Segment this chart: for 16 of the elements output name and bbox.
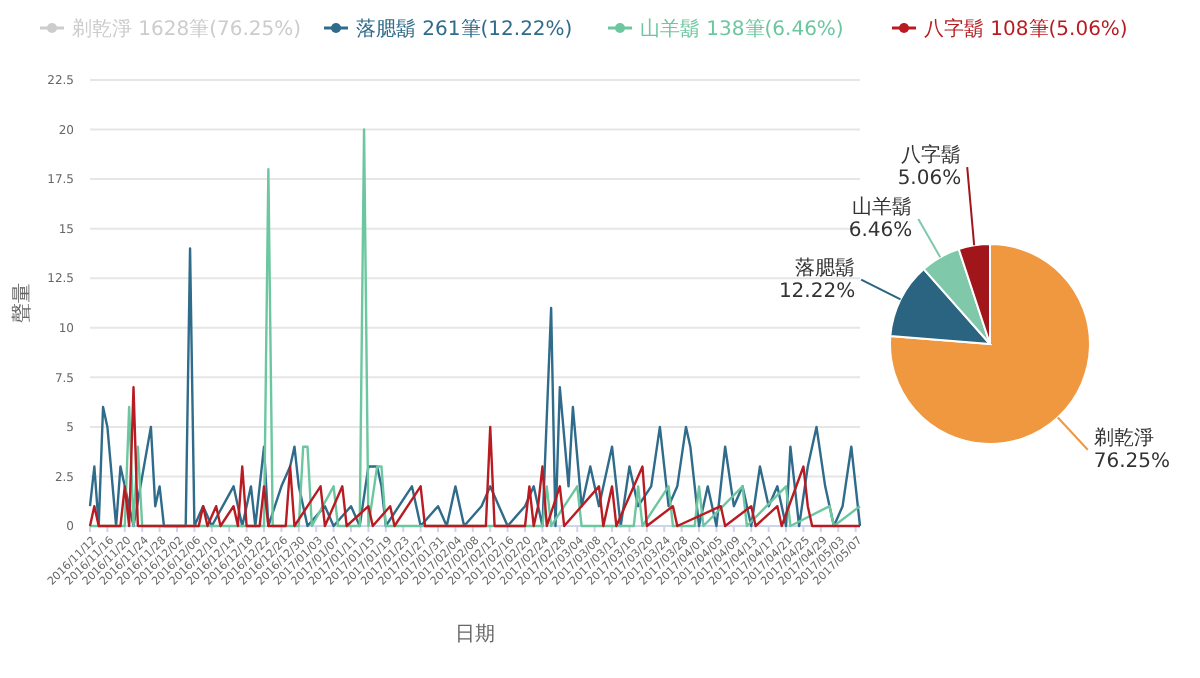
legend-label: 落腮鬍 261筆(12.22%) xyxy=(356,17,573,41)
data-label: 76.25% xyxy=(1093,450,1170,473)
legend-label: 山羊鬍 138筆(6.46%) xyxy=(640,17,844,41)
legend-label: 八字鬍 108筆(5.06%) xyxy=(924,17,1128,41)
slice-label: 山羊鬍 xyxy=(852,195,913,220)
data-label: 6.46% xyxy=(848,220,913,243)
y-axis-title: 聲量 xyxy=(10,283,34,323)
slice-label: 八字鬍 xyxy=(901,143,962,168)
data-label: 12.22% xyxy=(778,280,856,303)
line-series xyxy=(88,247,862,528)
slice-label: 落腮鬍 xyxy=(795,255,856,280)
slice-label: 剃乾淨 xyxy=(1093,425,1154,450)
data-label: 5.06% xyxy=(897,168,962,191)
pie-slice xyxy=(889,243,1091,445)
x-axis-title: 日期 xyxy=(455,622,495,646)
line-series xyxy=(88,386,862,528)
